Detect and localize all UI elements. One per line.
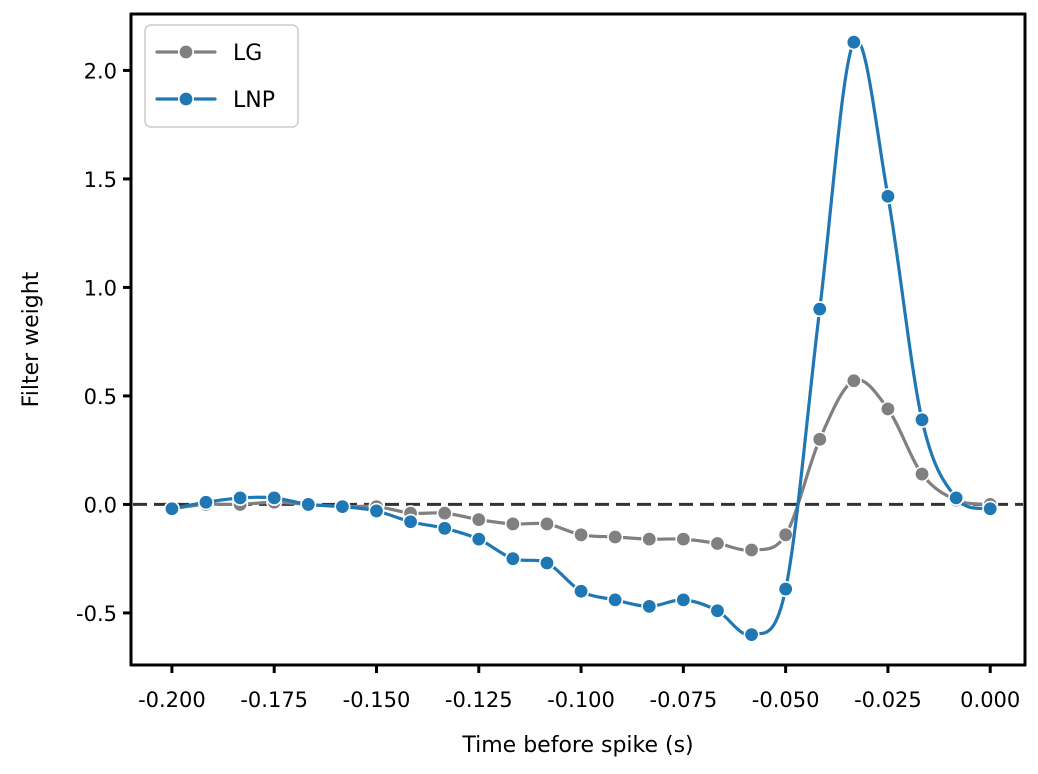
legend-marker-lnp (178, 91, 195, 108)
x-tick-label: 0.000 (960, 688, 1020, 712)
data-point-lnp-18 (777, 581, 794, 598)
data-point-lnp-20 (845, 34, 862, 51)
data-point-lg-9 (470, 511, 487, 528)
y-tick-label: -0.5 (76, 602, 117, 626)
axes (129, 12, 1027, 667)
data-point-lg-21 (879, 400, 896, 417)
tick-group: -0.200 -0.175 -0.150 -0.125 -0.100 -0.075 -0.0… (76, 59, 1020, 712)
y-axis-label: Filter weight (19, 271, 44, 407)
legend-frame (144, 24, 299, 128)
data-point-lnp-21 (879, 188, 896, 205)
data-point-lg-18 (777, 526, 794, 543)
legend-label-lg: LG (233, 41, 262, 66)
plot-area (133, 34, 1023, 643)
legend-marker-lg (178, 43, 195, 60)
data-point-lg-16 (709, 535, 726, 552)
data-point-lnp-9 (470, 531, 487, 548)
data-point-lg-11 (538, 515, 555, 532)
data-point-lg-17 (743, 541, 760, 558)
data-point-lnp-11 (538, 555, 555, 572)
x-tick-label: -0.175 (240, 688, 308, 712)
series-line-lnp (170, 38, 992, 637)
data-point-lg-13 (607, 528, 624, 545)
data-point-lnp-14 (641, 598, 658, 615)
data-point-lg-15 (675, 531, 692, 548)
data-point-lnp-6 (368, 502, 385, 519)
legend-item-lnp: LNP (155, 88, 275, 113)
data-point-lnp-23 (948, 489, 965, 506)
x-tick-label: -0.200 (138, 688, 206, 712)
data-point-lnp-19 (811, 301, 828, 318)
series-lnp (163, 34, 999, 643)
data-point-lnp-3 (266, 489, 283, 506)
legend: LG LNP (144, 24, 299, 128)
data-point-lnp-0 (163, 500, 180, 517)
legend-item-lg: LG (155, 41, 262, 66)
data-point-lnp-7 (402, 513, 419, 530)
data-point-lg-14 (641, 531, 658, 548)
data-point-lnp-22 (914, 411, 931, 428)
data-point-lnp-24 (982, 500, 999, 517)
data-point-lnp-5 (334, 498, 351, 515)
y-tick-label: 0.0 (84, 493, 117, 517)
data-point-lg-20 (845, 372, 862, 389)
data-point-lnp-8 (436, 520, 453, 537)
data-point-lnp-12 (573, 583, 590, 600)
x-tick-label: -0.025 (854, 688, 922, 712)
data-point-lg-8 (436, 505, 453, 522)
data-point-lg-10 (504, 515, 521, 532)
series-line-lg (170, 378, 992, 552)
data-point-lg-22 (914, 466, 931, 483)
x-axis-label: Time before spike (s) (461, 733, 693, 758)
data-point-lnp-16 (709, 602, 726, 619)
y-tick-label: 2.0 (84, 59, 117, 83)
data-point-lnp-13 (607, 591, 624, 608)
y-tick-label: 0.5 (84, 385, 117, 409)
y-tick-label: 1.5 (84, 168, 117, 192)
data-point-lnp-2 (232, 489, 249, 506)
x-tick-label: -0.050 (752, 688, 820, 712)
data-point-lnp-10 (504, 550, 521, 567)
x-tick-label: -0.100 (547, 688, 615, 712)
data-point-lnp-1 (198, 494, 215, 511)
y-tick-label: 1.0 (84, 276, 117, 300)
x-tick-label: -0.125 (445, 688, 513, 712)
data-point-lg-12 (573, 526, 590, 543)
series-lg (163, 372, 999, 558)
x-tick-label: -0.150 (343, 688, 411, 712)
data-point-lg-19 (811, 431, 828, 448)
x-tick-label: -0.075 (650, 688, 718, 712)
data-point-lnp-4 (300, 496, 317, 513)
legend-label-lnp: LNP (233, 88, 275, 113)
data-point-lnp-17 (743, 626, 760, 643)
data-point-lnp-15 (675, 591, 692, 608)
